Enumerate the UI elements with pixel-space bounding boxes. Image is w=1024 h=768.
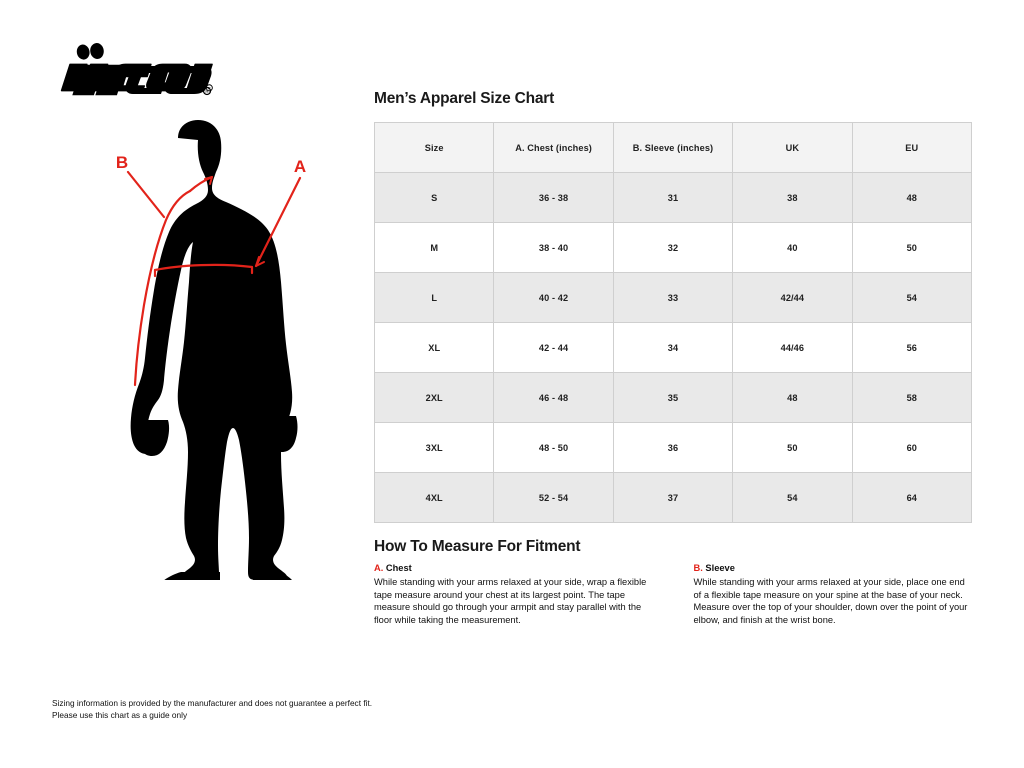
table-row: M 38 - 40 32 40 50: [373, 222, 973, 273]
table-row: S 36 - 38 31 38 48: [373, 172, 973, 223]
table-row: 4XL 52 - 54 37 54 64: [373, 472, 973, 523]
page-title: Men’s Apparel Size Chart: [374, 90, 555, 107]
brand-logo: R R: [54, 38, 214, 100]
cell-size: 4XL: [373, 472, 495, 523]
cell-uk: 40: [732, 222, 853, 273]
cell-eu: 60: [851, 422, 973, 473]
cell-sleeve: 37: [612, 472, 734, 523]
cell-size: L: [373, 272, 495, 323]
column-header-chest: A. Chest (inches): [493, 122, 614, 173]
cell-sleeve: 32: [612, 222, 734, 273]
footer-disclaimer: Sizing information is provided by the ma…: [52, 697, 472, 721]
measure-text-sleeve: While standing with your arms relaxed at…: [693, 577, 968, 625]
cell-size: XL: [373, 322, 495, 373]
measure-annotation-sleeve: [126, 170, 214, 387]
column-header-uk: UK: [732, 122, 853, 173]
table-header-row: Size A. Chest (inches) B. Sleeve (inches…: [373, 122, 973, 173]
cell-chest: 42 - 44: [493, 322, 614, 373]
cell-eu: 58: [851, 372, 973, 423]
cell-size: S: [373, 172, 495, 223]
cell-sleeve: 31: [612, 172, 734, 223]
measure-annotation-chest: [153, 176, 302, 278]
measure-heading-sleeve: B. Sleeve: [694, 562, 975, 575]
cell-size: 3XL: [373, 422, 495, 473]
cell-eu: 54: [851, 272, 973, 323]
cell-sleeve: 35: [612, 372, 734, 423]
size-chart-table: Size A. Chest (inches) B. Sleeve (inches…: [373, 122, 973, 523]
cell-chest: 52 - 54: [493, 472, 614, 523]
measure-name-sleeve: Sleeve: [705, 563, 735, 573]
cell-chest: 36 - 38: [493, 172, 614, 223]
cell-eu: 64: [851, 472, 973, 523]
table-row: XL 42 - 44 34 44/46 56: [373, 322, 973, 373]
measure-item-sleeve: B. Sleeve While standing with your arms …: [694, 562, 975, 626]
cell-uk: 38: [732, 172, 853, 223]
cell-uk: 44/46: [732, 322, 853, 373]
cell-uk: 42/44: [732, 272, 853, 323]
cell-eu: 50: [851, 222, 973, 273]
table-row: L 40 - 42 33 42/44 54: [373, 272, 973, 323]
cell-chest: 38 - 40: [493, 222, 614, 273]
disclaimer-line-1: Sizing information is provided by the ma…: [52, 698, 373, 708]
measure-text-chest: While standing with your arms relaxed at…: [374, 577, 647, 625]
cell-sleeve: 36: [612, 422, 734, 473]
cell-uk: 48: [732, 372, 853, 423]
svg-text:R: R: [205, 89, 209, 94]
annotation-label-a: A: [294, 157, 306, 176]
cell-sleeve: 33: [612, 272, 734, 323]
annotation-label-b: B: [116, 153, 128, 172]
measure-item-chest: A. Chest While standing with your arms r…: [374, 562, 655, 626]
how-to-measure-section: How To Measure For Fitment A. Chest Whil…: [374, 538, 974, 626]
cell-size: M: [373, 222, 495, 273]
measure-letter-b: B.: [693, 563, 703, 573]
column-header-size: Size: [373, 122, 495, 173]
svg-text:R: R: [208, 86, 211, 90]
cell-sleeve: 34: [612, 322, 734, 373]
measure-heading-chest: A. Chest: [374, 562, 655, 575]
measure-name-chest: Chest: [385, 563, 412, 573]
cell-eu: 56: [851, 322, 973, 373]
table-row: 3XL 48 - 50 36 50 60: [373, 422, 973, 473]
cell-chest: 48 - 50: [493, 422, 614, 473]
body-silhouette-figure: A B: [60, 120, 360, 591]
cell-chest: 46 - 48: [493, 372, 614, 423]
cell-uk: 50: [732, 422, 853, 473]
disclaimer-line-2: Please use this chart as a guide only: [52, 710, 188, 720]
table-row: 2XL 46 - 48 35 48 58: [373, 372, 973, 423]
cell-eu: 48: [851, 172, 973, 223]
how-to-measure-title: How To Measure For Fitment: [374, 538, 581, 555]
column-header-eu: EU: [851, 122, 973, 173]
silhouette-shape: [130, 120, 298, 591]
column-header-sleeve: B. Sleeve (inches): [612, 122, 734, 173]
measure-letter-a: A.: [374, 563, 384, 573]
cell-size: 2XL: [373, 372, 495, 423]
cell-chest: 40 - 42: [493, 272, 614, 323]
cell-uk: 54: [732, 472, 853, 523]
size-chart-section: Men’s Apparel Size Chart Size A. Chest (…: [373, 90, 973, 523]
